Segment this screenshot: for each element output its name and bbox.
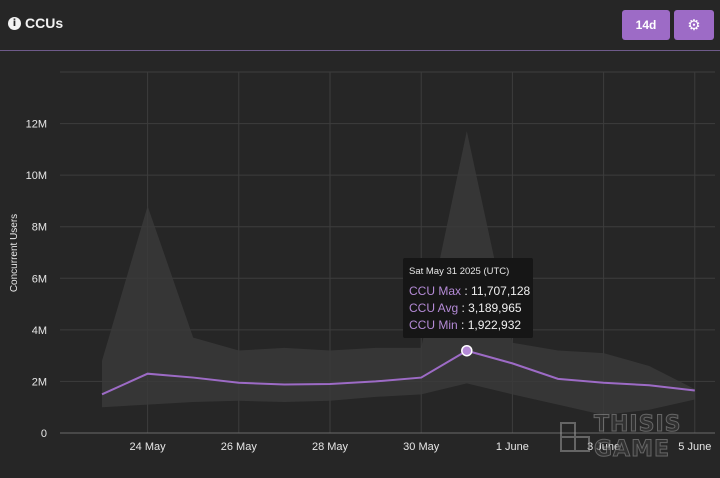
tooltip-key: CCU Max (409, 284, 462, 298)
x-axis: 24 May 26 May 28 May 30 May 1 June 3 June 5 Ju… (130, 441, 712, 453)
tooltip-value: 11,707,128 (471, 284, 531, 298)
y-tick-label: 2M (32, 376, 47, 388)
x-tick-label: 30 May (403, 441, 440, 453)
x-tick-label: 26 May (221, 441, 258, 453)
x-tick-label: 5 June (678, 441, 711, 453)
chart-header: i CCUs 14d ⚙ (0, 0, 720, 51)
tooltip: Sat May 31 2025 (UTC) CCU Max : 11,707,1… (403, 258, 533, 338)
range-areas (102, 131, 695, 415)
y-tick-label: 0 (41, 428, 47, 440)
tooltip-value: 1,922,932 (467, 318, 522, 332)
y-tick-label: 8M (32, 222, 47, 234)
tooltip-value: 3,189,965 (468, 301, 522, 315)
series-points (461, 344, 473, 357)
tooltip-row-min: CCU Min : 1,922,932 (409, 318, 522, 332)
title-group: i CCUs (8, 15, 63, 31)
x-tick-label: 3 June (587, 441, 620, 453)
tooltip-row-max: CCU Max : 11,707,128 (409, 284, 531, 298)
watermark-text: THISIS GAME (593, 412, 682, 463)
series-max-min-band (102, 131, 695, 415)
x-tick-label: 24 May (130, 441, 167, 453)
info-icon[interactable]: i (8, 16, 21, 30)
y-axis-label: Concurrent Users (9, 214, 20, 292)
y-tick-label: 10M (26, 170, 47, 182)
chart-title: CCUs (25, 15, 64, 31)
series-lines (101, 349, 695, 396)
highlight-point[interactable] (461, 344, 473, 357)
x-tick-label: 28 May (312, 441, 349, 453)
gear-icon: ⚙ (687, 15, 701, 34)
watermark: THISIS GAME (560, 412, 682, 463)
y-tick-label: 12M (26, 119, 47, 131)
watermark-line1: THISIS (593, 412, 682, 438)
x-tick-label: 1 June (496, 441, 529, 453)
y-tick-label: 4M (32, 325, 47, 337)
range-14d-button[interactable]: 14d (622, 10, 670, 40)
settings-button[interactable]: ⚙ (674, 10, 714, 40)
watermark-logo (560, 422, 590, 452)
tooltip-row-avg: CCU Avg : 3,189,965 (409, 301, 522, 315)
series-ccu-avg-line (101, 349, 695, 396)
y-tick-label: 6M (32, 273, 47, 285)
tooltip-key: CCU Avg (409, 301, 459, 315)
tooltip-date: Sat May 31 2025 (UTC) (409, 266, 510, 277)
y-axis: 0 2M 4M 6M 8M 10M 12M (26, 119, 47, 440)
watermark-line2: GAME (593, 437, 671, 463)
tooltip-key: CCU Min (409, 318, 458, 332)
